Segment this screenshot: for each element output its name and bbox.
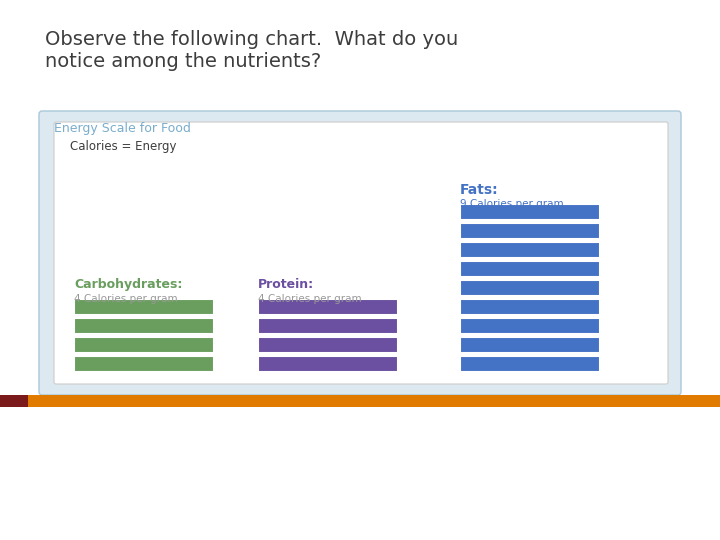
Text: Calories = Energy: Calories = Energy (70, 140, 176, 153)
Bar (460, 356, 600, 372)
Bar (74, 299, 214, 315)
Bar (460, 299, 600, 315)
Bar (28, 395, 720, 407)
FancyBboxPatch shape (54, 122, 668, 384)
Text: Fats:: Fats: (460, 183, 499, 197)
Bar (460, 337, 600, 353)
Bar (460, 242, 600, 258)
Text: Observe the following chart.  What do you: Observe the following chart. What do you (45, 30, 458, 49)
Bar (258, 299, 398, 315)
Text: 9 Calories per gram: 9 Calories per gram (460, 199, 564, 209)
Text: Energy Scale for Food: Energy Scale for Food (54, 122, 191, 135)
FancyBboxPatch shape (39, 111, 681, 395)
Bar (258, 356, 398, 372)
Bar (74, 318, 214, 334)
Bar (74, 356, 214, 372)
Bar (258, 337, 398, 353)
Bar (460, 204, 600, 220)
Text: Carbohydrates:: Carbohydrates: (74, 278, 182, 291)
Bar (0, 395, 28, 407)
Text: notice among the nutrients?: notice among the nutrients? (45, 52, 321, 71)
Bar (460, 318, 600, 334)
Text: Protein:: Protein: (258, 278, 314, 291)
Bar (74, 337, 214, 353)
Bar (460, 223, 600, 239)
Bar (258, 318, 398, 334)
Bar (460, 261, 600, 277)
Text: 4 Calories per gram: 4 Calories per gram (258, 294, 361, 304)
Text: 4 Calories per gram: 4 Calories per gram (74, 294, 178, 304)
Bar (460, 280, 600, 296)
